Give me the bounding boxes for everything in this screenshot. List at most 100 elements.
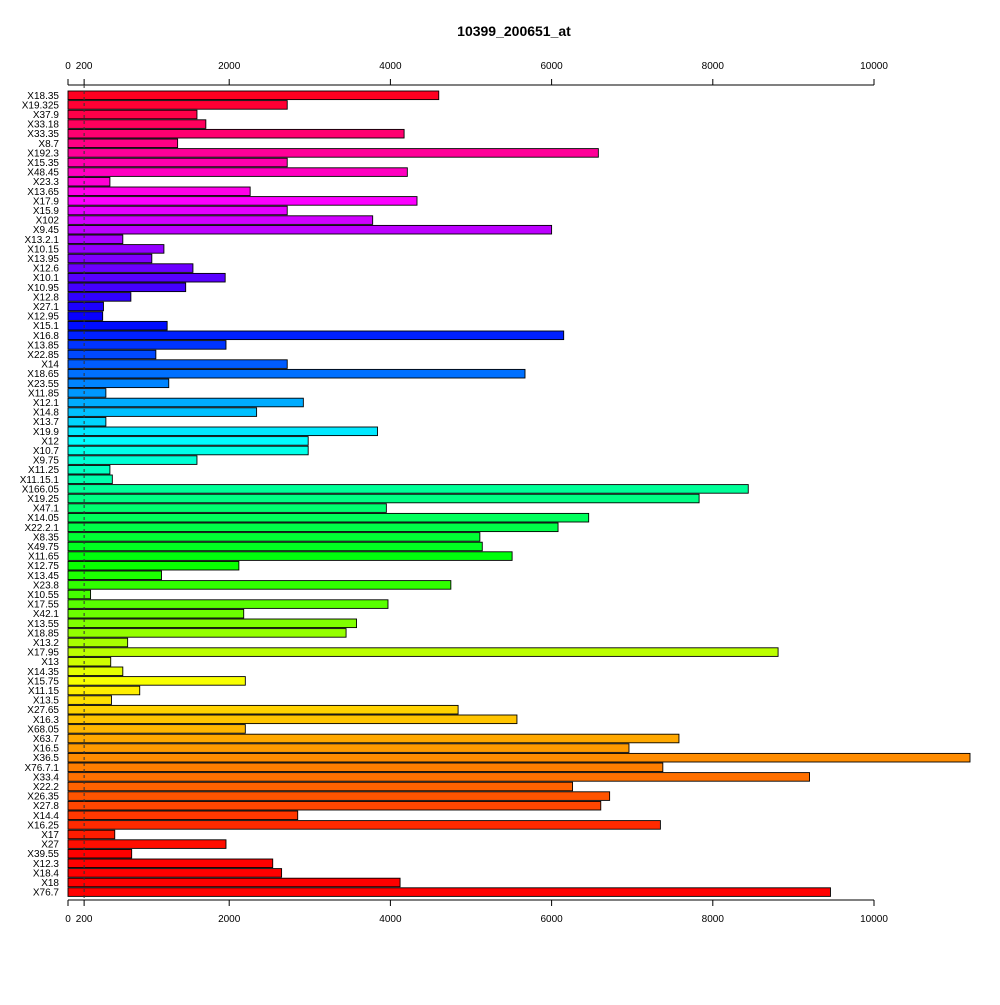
category-label: X12 [41, 436, 59, 447]
bar [67, 330, 565, 341]
category-label: X33.35 [27, 129, 59, 140]
bar [67, 685, 141, 696]
category-label: X39.55 [27, 849, 59, 860]
bar [67, 119, 207, 129]
category-label: X49.75 [27, 542, 59, 553]
category-label: X16.25 [27, 820, 59, 831]
bar [67, 196, 418, 206]
category-label: X10.7 [33, 446, 60, 457]
bar [67, 272, 226, 283]
x-tick-label: 2000 [218, 914, 241, 925]
category-label: X11.15 [28, 686, 59, 697]
bar [67, 493, 700, 504]
bar [67, 109, 198, 120]
category-label: X13 [41, 657, 59, 668]
x-tick-label: 10000 [860, 61, 888, 72]
bar [67, 311, 104, 321]
bar [67, 445, 309, 456]
category-label: X68.05 [27, 724, 59, 735]
bar [67, 762, 664, 773]
bar [67, 320, 168, 331]
category-label: X42.1 [33, 609, 60, 620]
bar [67, 848, 133, 859]
category-label: X27.1 [33, 302, 60, 313]
bar [67, 791, 611, 801]
category-label: X47.1 [33, 504, 60, 515]
bar [67, 292, 132, 302]
ref-tick-label: 200 [76, 61, 93, 72]
bar [67, 781, 574, 792]
x-tick-label: 0 [65, 61, 71, 72]
category-label: X14.05 [27, 513, 59, 524]
category-labels: X18.35X19.325X37.9X33.18X33.35X8.7X192.3… [20, 91, 60, 899]
category-label: X18.4 [33, 868, 60, 879]
x-axis-top: 0 2000 4000 6000 8000 10000 200 [65, 61, 888, 86]
bar [67, 416, 107, 427]
category-label: X13.45 [27, 571, 59, 582]
category-label: X27.65 [27, 705, 59, 716]
category-label: X13.85 [27, 340, 59, 351]
category-label: X13.95 [27, 254, 59, 265]
bar [67, 340, 227, 350]
bar [67, 388, 107, 398]
category-label: X11.25 [28, 465, 59, 476]
category-label: X18.65 [27, 369, 59, 380]
bar [67, 138, 179, 149]
bar [67, 589, 92, 600]
category-label: X15.35 [27, 158, 59, 169]
category-label: X23.55 [27, 379, 59, 390]
category-label: X14.35 [27, 667, 59, 678]
bar [67, 695, 112, 705]
bar [67, 628, 347, 638]
bar [67, 407, 258, 417]
bar [67, 676, 246, 686]
category-label: X19.25 [27, 494, 59, 505]
category-label: X19.9 [33, 427, 60, 438]
bar [67, 877, 401, 888]
category-label: X14.8 [33, 408, 60, 419]
category-label: X13.5 [33, 696, 60, 707]
category-label: X10.1 [33, 273, 60, 284]
category-label: X17.9 [33, 196, 60, 207]
category-label: X12.6 [33, 264, 60, 275]
bar [67, 551, 513, 561]
bar [67, 100, 288, 110]
category-label: X12.75 [27, 561, 59, 572]
bar [67, 656, 112, 667]
category-label: X13.65 [27, 187, 59, 198]
x-tick-label: 8000 [702, 61, 725, 72]
bar [67, 484, 749, 494]
chart-title: 10399_200651_at [457, 23, 571, 39]
category-label: X11.85 [28, 388, 59, 399]
bar [67, 215, 374, 225]
category-label: X23.8 [33, 580, 60, 591]
bar [67, 244, 165, 254]
bar [67, 868, 283, 878]
category-label: X11.65 [28, 552, 59, 563]
bar [67, 637, 129, 648]
category-label: X14 [41, 360, 59, 371]
category-label: X19.325 [22, 100, 60, 111]
category-label: X9.45 [33, 225, 60, 236]
x-tick-label: 10000 [860, 914, 888, 925]
category-label: X10.55 [27, 590, 59, 601]
category-label: X15.9 [33, 206, 60, 217]
category-label: X22.2 [33, 782, 60, 793]
category-label: X33.4 [33, 772, 60, 783]
bar [67, 253, 153, 264]
category-label: X12.1 [33, 398, 60, 409]
bar [67, 560, 240, 571]
bar [67, 167, 408, 177]
category-label: X13.2 [33, 638, 60, 649]
bar [67, 858, 274, 869]
bar [67, 820, 661, 830]
bar [67, 647, 779, 657]
category-label: X26.35 [27, 792, 59, 803]
category-label: X192.3 [27, 148, 59, 159]
bar [67, 512, 590, 523]
category-label: X76.7 [33, 888, 60, 899]
bar [67, 263, 194, 273]
bar [67, 704, 459, 715]
